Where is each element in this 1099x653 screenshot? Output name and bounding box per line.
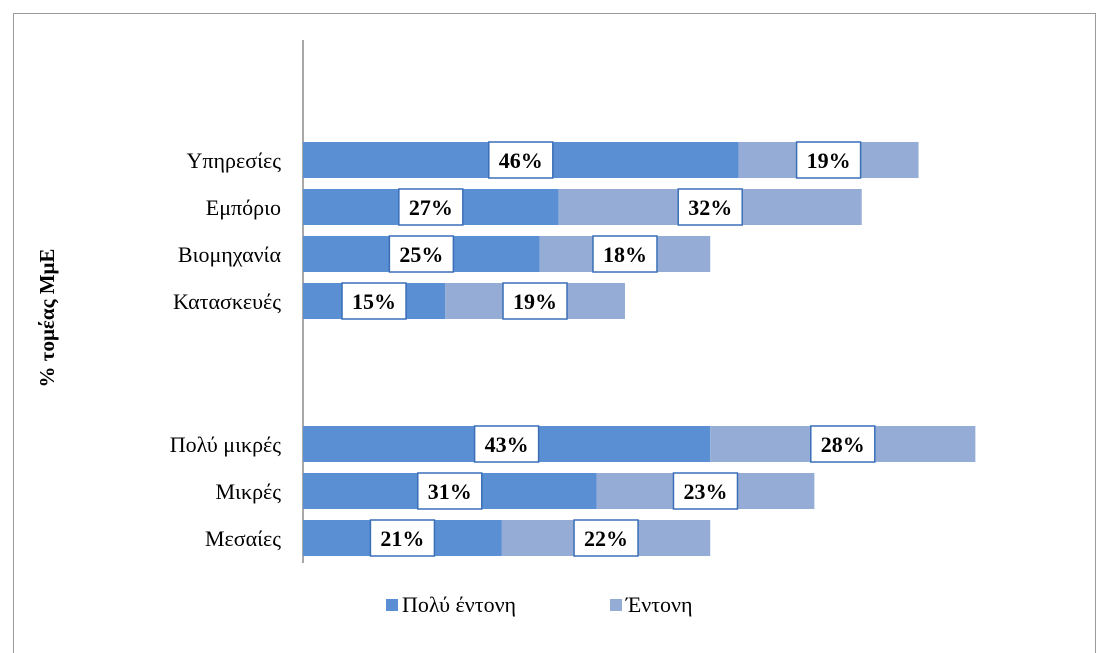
category-label: Μεσαίες bbox=[205, 526, 281, 551]
data-label: 22% bbox=[584, 526, 628, 551]
category-label: Εμπόριο bbox=[206, 195, 281, 220]
data-label: 32% bbox=[688, 195, 732, 220]
data-label: 19% bbox=[807, 148, 851, 173]
data-label-box bbox=[417, 472, 483, 510]
data-label: 18% bbox=[603, 242, 647, 267]
data-label: 23% bbox=[683, 479, 727, 504]
data-label: 15% bbox=[352, 289, 396, 314]
data-label-box bbox=[398, 188, 464, 226]
legend-label: Πολύ έντονη bbox=[402, 592, 516, 617]
data-label-box bbox=[795, 141, 862, 179]
category-label: Υπηρεσίες bbox=[187, 148, 282, 173]
data-label-box bbox=[341, 282, 407, 320]
data-label: 27% bbox=[409, 195, 453, 220]
category-label: Κατασκευές bbox=[173, 289, 281, 314]
data-label: 25% bbox=[399, 242, 443, 267]
legend-swatch bbox=[610, 599, 622, 611]
data-label-box bbox=[388, 235, 455, 273]
data-label-box bbox=[677, 188, 743, 226]
data-label-box bbox=[573, 519, 639, 557]
data-label-box bbox=[592, 235, 658, 273]
legend-label: Έντονη bbox=[625, 592, 693, 617]
data-label: 21% bbox=[380, 526, 424, 551]
data-label-box bbox=[473, 425, 540, 463]
data-label: 46% bbox=[499, 148, 543, 173]
data-label-box bbox=[488, 141, 554, 179]
data-label-box bbox=[672, 472, 739, 510]
y-axis-title: % τομέας ΜμΕ bbox=[35, 249, 59, 388]
data-label-box bbox=[502, 282, 568, 320]
category-label: Πολύ μικρές bbox=[170, 432, 282, 457]
category-label: Μικρές bbox=[216, 479, 282, 504]
legend-swatch bbox=[386, 599, 398, 611]
category-label: Βιομηχανία bbox=[178, 242, 282, 267]
data-label: 19% bbox=[513, 289, 557, 314]
data-label: 31% bbox=[428, 479, 472, 504]
data-label-box bbox=[810, 425, 876, 463]
data-label: 28% bbox=[821, 432, 865, 457]
data-label: 43% bbox=[485, 432, 529, 457]
data-label-box bbox=[369, 519, 436, 557]
